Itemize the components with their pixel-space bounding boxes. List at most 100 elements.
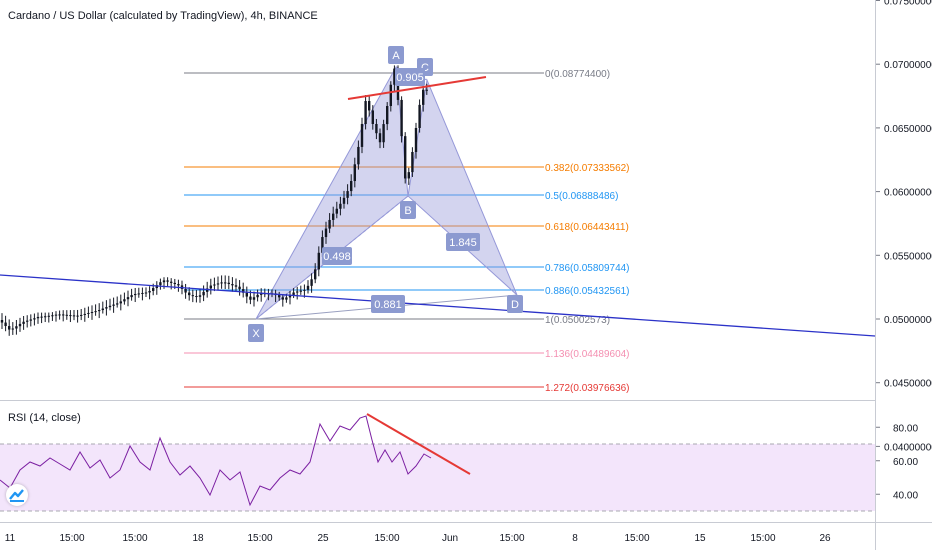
- candle-body: [256, 294, 259, 298]
- candle-body: [346, 191, 349, 198]
- pattern-point-b-text: B: [404, 205, 411, 217]
- candle-body: [195, 296, 198, 298]
- candle-body: [321, 237, 324, 253]
- price-tick-label: 0.05000000: [884, 315, 932, 326]
- candle-body: [22, 321, 25, 324]
- time-tick-label: 15:00: [122, 533, 147, 544]
- chart-title: Cardano / US Dollar (calculated by Tradi…: [8, 10, 318, 22]
- candle-body: [353, 164, 356, 182]
- candle-body: [177, 284, 180, 286]
- candle-body: [281, 297, 284, 300]
- candle-body: [350, 181, 353, 192]
- pattern-point-x-text: X: [252, 328, 260, 340]
- pattern-ratio-label-text: 0.881: [374, 299, 402, 311]
- candle-body: [54, 314, 58, 316]
- candle-body: [112, 304, 115, 306]
- candle-body: [306, 285, 310, 290]
- time-tick-label: 15:00: [374, 533, 399, 544]
- candle-body: [8, 326, 11, 330]
- candle-body: [11, 328, 14, 330]
- pattern-triangle-xab[interactable]: [255, 65, 409, 320]
- candle-body: [371, 110, 374, 124]
- candle-body: [184, 288, 187, 293]
- pattern-ratio-label-bg: [322, 247, 352, 265]
- fib-level-label: 0.382(0.07333562): [545, 163, 630, 174]
- candle-body: [101, 308, 104, 311]
- price-tick-label: 0.07500000: [884, 0, 932, 8]
- pattern-point-a[interactable]: A: [388, 46, 404, 64]
- fib-level-label: 1(0.05002573): [545, 315, 610, 326]
- candle-body: [206, 288, 209, 292]
- logo-mark: [9, 489, 24, 502]
- time-tick-label: 15:00: [499, 533, 524, 544]
- candle-body: [339, 203, 342, 209]
- pattern-point-d[interactable]: D: [507, 295, 523, 313]
- blue-trendline[interactable]: [0, 274, 876, 337]
- tradingview-logo-icon[interactable]: [6, 484, 28, 506]
- rsi-title: RSI (14, close): [8, 412, 81, 424]
- candle-body: [292, 292, 295, 295]
- candle-body: [296, 291, 299, 293]
- candle-body: [44, 316, 47, 318]
- candle-body: [357, 146, 360, 165]
- candle-body: [80, 314, 83, 316]
- candle-body: [130, 295, 133, 298]
- fib-level-label: 0.5(0.06888486): [545, 191, 618, 202]
- candle-body: [83, 313, 86, 315]
- candle-body: [0, 320, 4, 323]
- rsi-line: [0, 415, 432, 507]
- fib-level-label: 0(0.08774400): [545, 69, 610, 80]
- candle-body: [198, 295, 202, 297]
- red-resistance-line[interactable]: [347, 76, 487, 100]
- candle-body: [278, 295, 281, 298]
- price-tick-label: 0.07000000: [884, 60, 932, 71]
- candle-body: [76, 315, 79, 317]
- fib-level-label: 0.786(0.05809744): [545, 263, 630, 274]
- candle-body: [141, 292, 144, 294]
- candle-body: [260, 293, 263, 295]
- candle-body: [314, 269, 317, 280]
- candle-body: [310, 279, 313, 286]
- candle-body: [342, 197, 346, 204]
- candle-body: [29, 319, 32, 321]
- pattern-ratio-label[interactable]: 1.845: [446, 233, 480, 251]
- candle-body: [242, 289, 245, 293]
- pattern-ratio-label-text: 0.498: [323, 251, 351, 263]
- pattern-point-x[interactable]: X: [248, 324, 264, 342]
- candle-body: [368, 101, 371, 111]
- candle-body: [425, 89, 428, 91]
- time-tick-label: 8: [572, 533, 578, 544]
- pattern-ratio-label[interactable]: 0.498: [322, 247, 352, 265]
- price-tick-label: 0.04000000: [884, 442, 932, 453]
- candle-body: [51, 315, 54, 317]
- pattern-ratio-label[interactable]: 0.881: [371, 295, 405, 313]
- candle-body: [33, 318, 36, 320]
- pattern-ratio-label[interactable]: 0.905: [395, 68, 425, 86]
- candle-body: [4, 322, 7, 327]
- candle-body: [191, 295, 194, 297]
- candle-body: [227, 282, 230, 285]
- candle-body: [234, 285, 238, 287]
- pattern-triangle-bcd[interactable]: [407, 78, 518, 296]
- candle-body: [249, 296, 252, 300]
- candle-body: [411, 151, 414, 173]
- candle-body: [328, 219, 331, 229]
- pattern-ratio-label-text: 1.845: [449, 237, 477, 249]
- candle-body: [40, 316, 43, 318]
- rsi-divergence-line[interactable]: [366, 413, 471, 475]
- fib-level-label: 0.886(0.05432561): [545, 286, 630, 297]
- fib-level-label: 1.272(0.03976636): [545, 383, 630, 394]
- candle-body: [134, 293, 137, 296]
- candle-body: [90, 312, 94, 314]
- candle-body: [364, 101, 367, 124]
- candle-body: [188, 292, 191, 296]
- candle-body: [162, 280, 166, 283]
- pattern-point-b[interactable]: B: [400, 201, 416, 219]
- candle-body: [393, 68, 396, 85]
- pattern-point-b-bg: [400, 201, 416, 219]
- candle-body: [62, 314, 65, 316]
- fib-level-label: 1.136(0.04489604): [545, 349, 630, 360]
- candle-body: [418, 104, 421, 128]
- candle-body: [209, 285, 212, 289]
